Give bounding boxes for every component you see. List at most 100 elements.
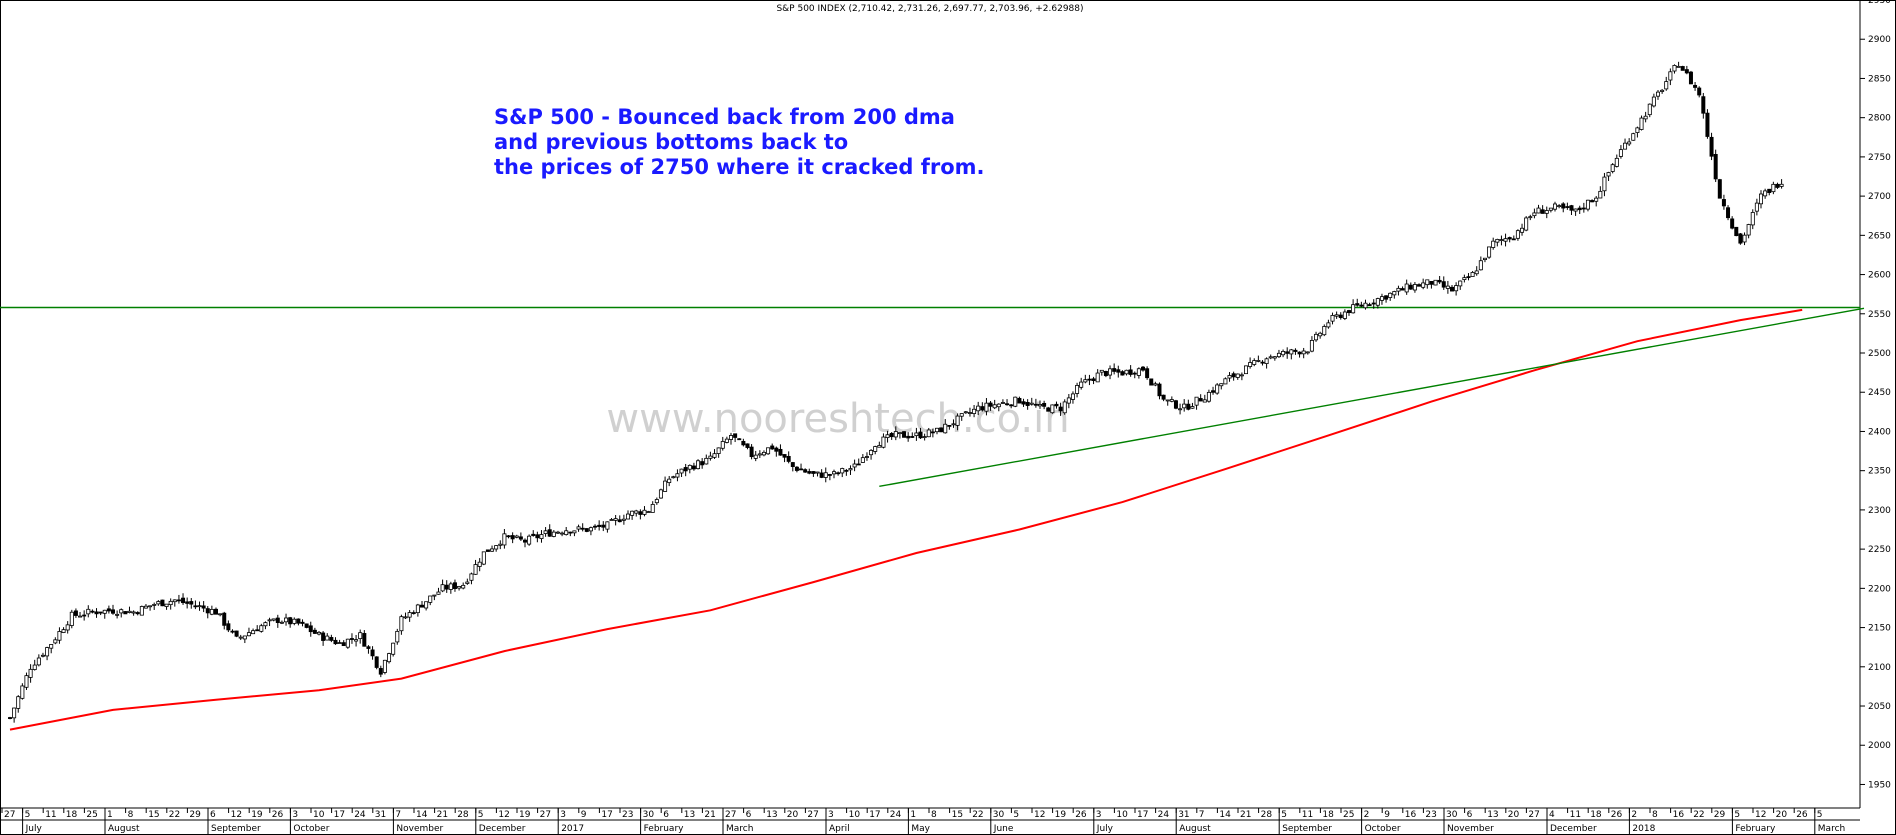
candle-body [1103, 370, 1108, 377]
week-tick-label: 25 [86, 810, 97, 820]
candle-body [284, 617, 289, 623]
candle-body [1256, 360, 1261, 362]
week-tick-label: 30 [1446, 810, 1458, 820]
candle-body [980, 406, 985, 411]
candle-body [415, 604, 420, 614]
candle-body [609, 519, 614, 521]
candle-body [1392, 291, 1397, 296]
week-tick-label: 20 [1776, 810, 1788, 820]
candle-body [1025, 401, 1030, 406]
candle-body [564, 530, 569, 536]
candle-body [407, 612, 412, 618]
candle-body [12, 707, 17, 719]
candle-body [185, 601, 190, 604]
price-tick-label: 2800 [1868, 114, 1891, 124]
month-label: March [726, 824, 753, 834]
week-tick-label: 26 [1796, 810, 1808, 820]
candle-body [181, 597, 186, 604]
candle-body [362, 633, 367, 647]
time-axis-ticks: 27 5 11 18 25 1 8 15 22 29 6 12 19 26 3 10 17 24 31 7 14 21 28… [1, 808, 1845, 834]
candle-body [1746, 224, 1751, 236]
week-tick-label: 31 [375, 810, 386, 820]
candle-body [1231, 373, 1236, 378]
candle-body [910, 436, 915, 438]
candle-body [345, 638, 350, 648]
candle-body [90, 610, 95, 613]
week-tick-label: 22 [169, 810, 180, 820]
candle-body [1577, 207, 1582, 211]
candle-body [984, 402, 989, 412]
candle-body [1215, 384, 1220, 394]
candle-body [1124, 369, 1129, 375]
candle-body [148, 605, 153, 608]
candle-body [918, 431, 923, 439]
candle-body [1211, 390, 1216, 393]
price-tick-label: 1950 [1868, 780, 1891, 790]
candle-body [889, 433, 894, 438]
candle-body [7, 717, 12, 719]
candle-body [555, 531, 560, 534]
candle-body [498, 543, 503, 546]
candle-body [1379, 296, 1384, 301]
week-tick-label: 10 [849, 810, 861, 820]
candle-body [1355, 303, 1360, 306]
candle-body [1581, 207, 1586, 210]
week-tick-label: 14 [416, 810, 428, 820]
candle-body [1281, 350, 1286, 356]
candle-body [197, 605, 202, 608]
candle-body [572, 530, 577, 534]
candle-body [972, 408, 977, 414]
candle-body [490, 548, 495, 552]
week-tick-label: 30 [643, 810, 655, 820]
candle-body [704, 457, 709, 465]
candle-body [1058, 406, 1063, 412]
candle-body [16, 696, 21, 709]
candle-body [1717, 179, 1722, 199]
week-tick-label: 5 [25, 810, 31, 820]
candle-body [395, 630, 400, 643]
candle-body [1754, 202, 1759, 212]
candle-body [1314, 333, 1319, 341]
candle-body [642, 509, 647, 515]
candle-body [1680, 66, 1685, 71]
candle-body [712, 453, 717, 458]
candle-body [514, 535, 519, 538]
candle-body [1482, 257, 1487, 261]
candle-body [1359, 304, 1364, 307]
candle-body [922, 436, 927, 438]
dma-200-layer [9, 308, 1803, 731]
week-tick-label: 4 [1549, 810, 1555, 820]
candle-body [1664, 81, 1669, 90]
candle-body [300, 621, 305, 624]
watermark: www.nooreshtech.co.in [606, 396, 1069, 442]
week-tick-label: 29 [1714, 810, 1726, 820]
candle-body [1326, 322, 1331, 328]
candle-body [963, 411, 968, 414]
week-tick-label: 20 [1508, 810, 1520, 820]
candle-body [1141, 366, 1146, 371]
candle-body [1458, 280, 1463, 287]
candle-body [630, 510, 635, 516]
candle-body [419, 604, 424, 608]
candle-body [24, 675, 29, 688]
candle-body [69, 611, 74, 626]
candle-body [1087, 378, 1092, 381]
candle-body [988, 402, 993, 407]
candle-body [523, 539, 528, 543]
week-tick-label: 12 [231, 810, 242, 820]
candle-body [1239, 374, 1244, 377]
candle-body [543, 530, 548, 534]
candle-body [172, 599, 177, 603]
candle-body [687, 464, 692, 470]
candle-body [502, 533, 507, 546]
candle-body [1643, 115, 1648, 120]
week-tick-label: 17 [601, 810, 612, 820]
candle-body [263, 622, 268, 627]
candle-body [1186, 403, 1191, 410]
candle-body [399, 616, 404, 632]
month-label: 2018 [1632, 824, 1655, 834]
candle-body [1726, 207, 1731, 219]
candle-body [494, 545, 499, 550]
candle-body [366, 646, 371, 649]
candle-body [1515, 230, 1520, 239]
